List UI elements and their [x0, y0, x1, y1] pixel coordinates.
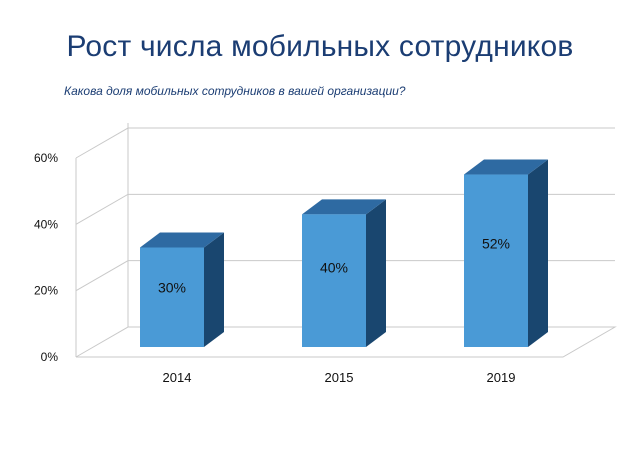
x-tick-label: 2014	[163, 370, 192, 385]
y-axis-ticks: 0% 20% 40% 60%	[34, 151, 58, 364]
bar-value-label: 30%	[158, 279, 186, 295]
bar-side	[366, 199, 386, 347]
bar-top	[464, 159, 548, 175]
y-tick-label: 20%	[34, 284, 58, 298]
bar	[302, 214, 366, 347]
y-tick-label: 40%	[34, 217, 58, 231]
chart-bars: 30% 40% 52%	[140, 159, 548, 347]
gridline	[75, 326, 617, 358]
bar-side	[204, 232, 224, 347]
bar-value-label: 52%	[482, 236, 510, 252]
bar-top	[302, 199, 386, 215]
chart-grid	[75, 123, 617, 358]
x-tick-label: 2019	[487, 370, 516, 385]
gridline	[75, 127, 615, 159]
bar-side	[528, 159, 548, 347]
bar	[140, 247, 204, 347]
bar	[464, 174, 528, 347]
bar-value-label: 40%	[320, 259, 348, 275]
x-axis-ticks: 2014 2015 2019	[163, 370, 516, 385]
x-tick-label: 2015	[325, 370, 354, 385]
y-tick-label: 0%	[41, 350, 59, 364]
chart-subtitle: Какова доля мобильных сотрудников в ваше…	[64, 84, 406, 98]
chart-title: Рост числа мобильных сотрудников	[66, 30, 574, 63]
bar-top	[140, 232, 224, 248]
y-tick-label: 60%	[34, 151, 58, 165]
